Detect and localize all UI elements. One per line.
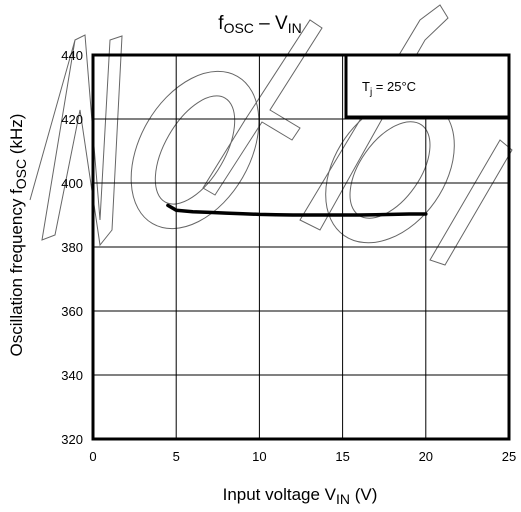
y-tick-label: 360 [61, 304, 83, 319]
grid-lines [92, 54, 510, 440]
y-tick-label: 440 [61, 48, 83, 63]
y-tick-label: 320 [61, 432, 83, 447]
y-tick-label: 420 [61, 112, 83, 127]
x-axis-label: Input voltage VIN (V) [223, 485, 378, 507]
watermark [29, 4, 513, 266]
chart-title: fOSC – VIN [218, 13, 301, 36]
x-tick-label: 20 [419, 449, 433, 464]
annotation-box [344, 53, 511, 119]
tick-labels: 0 5 10 15 20 25 320 340 360 380 400 420 440 [61, 48, 516, 464]
series-line-0 [166, 203, 428, 217]
annotation-label: Tj = 25°C [362, 79, 416, 98]
plot-frame [91, 53, 511, 441]
x-tick-label: 5 [173, 449, 180, 464]
y-tick-label: 380 [61, 240, 83, 255]
x-tick-label: 15 [335, 449, 349, 464]
x-tick-label: 0 [89, 449, 96, 464]
y-tick-label: 340 [61, 368, 83, 383]
series-group [166, 203, 428, 217]
y-tick-label: 400 [61, 176, 83, 191]
x-tick-label: 10 [252, 449, 266, 464]
y-axis-label: Oscillation frequency fOSC (kHz) [7, 114, 29, 357]
x-tick-label: 25 [502, 449, 516, 464]
